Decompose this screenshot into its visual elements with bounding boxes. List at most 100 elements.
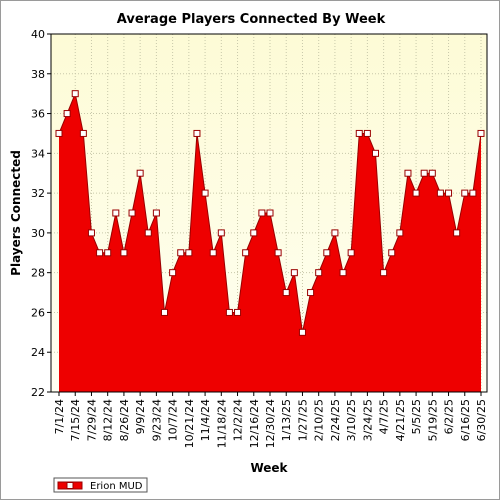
data-point (63, 110, 71, 118)
x-tick-label: 5/5/25 (410, 399, 423, 434)
x-tick-label: 12/2/24 (232, 399, 245, 441)
series-area-erion-mud (59, 93, 481, 393)
data-point (112, 209, 120, 217)
data-point (388, 249, 396, 257)
data-point (258, 209, 266, 217)
x-tick-label: 2/10/25 (313, 399, 326, 441)
data-point (87, 229, 95, 237)
y-tick-label: 34 (31, 147, 45, 160)
legend: Erion MUD (53, 477, 148, 493)
data-point (144, 229, 152, 237)
x-tick-label: 9/23/24 (150, 399, 163, 441)
data-point (339, 269, 347, 277)
data-point (363, 129, 371, 137)
chart-title: Average Players Connected By Week (117, 12, 386, 27)
x-tick-label: 8/26/24 (118, 399, 131, 441)
data-point (282, 289, 290, 297)
x-tick-label: 6/30/25 (475, 399, 488, 441)
data-point (420, 169, 428, 177)
data-point (307, 289, 315, 297)
x-tick-label: 7/15/24 (69, 399, 82, 441)
data-point (79, 129, 87, 137)
data-point (209, 249, 217, 257)
data-point (469, 189, 477, 197)
data-point (290, 269, 298, 277)
series-markers (55, 90, 485, 336)
x-tick-label: 3/10/25 (345, 399, 358, 441)
data-point (169, 269, 177, 277)
data-point (428, 169, 436, 177)
data-point (201, 189, 209, 197)
x-tick-label: 4/7/25 (378, 399, 391, 434)
x-tick-label: 12/30/24 (264, 399, 277, 448)
x-tick-label: 3/24/25 (361, 399, 374, 441)
data-point (96, 249, 104, 257)
y-axis-title: Players Connected (9, 150, 23, 276)
y-tick-label: 26 (31, 306, 45, 319)
data-point (355, 129, 363, 137)
y-axis-ticks: 22 24 26 28 30 32 34 36 38 40 (31, 28, 51, 399)
x-tick-label: 7/1/24 (53, 399, 66, 434)
data-point (120, 249, 128, 257)
y-tick-label: 32 (31, 187, 45, 200)
x-tick-label: 7/29/24 (85, 399, 98, 441)
x-axis-title: Week (250, 461, 288, 475)
legend-marker (66, 482, 74, 489)
plot-border (50, 33, 488, 393)
data-point (242, 249, 250, 257)
x-tick-label: 11/18/24 (215, 399, 228, 448)
data-point (396, 229, 404, 237)
y-tick-label: 24 (31, 346, 45, 359)
x-tick-label: 5/19/25 (426, 399, 439, 441)
x-tick-label: 6/16/25 (459, 399, 472, 441)
x-tick-label: 4/21/25 (394, 399, 407, 441)
data-point (404, 169, 412, 177)
data-point (331, 229, 339, 237)
data-point (136, 169, 144, 177)
data-point (380, 269, 388, 277)
data-point (128, 209, 136, 217)
x-tick-label: 10/21/24 (183, 399, 196, 448)
y-tick-label: 38 (31, 68, 45, 81)
data-point (274, 249, 282, 257)
y-tick-label: 22 (31, 386, 45, 399)
y-tick-label: 40 (31, 28, 45, 41)
x-tick-label: 11/4/24 (199, 399, 212, 441)
data-point (461, 189, 469, 197)
x-tick-label: 2/24/25 (329, 399, 342, 441)
data-point (104, 249, 112, 257)
x-tick-label: 10/7/24 (167, 399, 180, 441)
data-point (266, 209, 274, 217)
x-tick-label: 8/12/24 (102, 399, 115, 441)
data-point (298, 328, 306, 336)
data-point (177, 249, 185, 257)
data-point (323, 249, 331, 257)
data-point (453, 229, 461, 237)
data-point (445, 189, 453, 197)
data-point (250, 229, 258, 237)
data-point (55, 129, 63, 137)
data-point (71, 90, 79, 98)
x-tick-label: 12/16/24 (248, 399, 261, 448)
x-tick-label: 1/27/25 (296, 399, 309, 441)
legend-label: Erion MUD (90, 481, 143, 492)
y-tick-label: 30 (31, 227, 45, 240)
x-tick-label: 6/2/25 (443, 399, 456, 434)
y-tick-label: 36 (31, 108, 45, 121)
data-point (225, 308, 233, 316)
data-point (217, 229, 225, 237)
data-point (372, 149, 379, 157)
data-point (477, 129, 485, 137)
data-point (315, 269, 323, 277)
data-point (347, 249, 355, 257)
data-point (412, 189, 420, 197)
x-axis-ticks: 7/1/24 7/15/24 7/29/24 8/12/24 8/26/24 9/9/24… (53, 392, 488, 448)
data-point (185, 249, 193, 257)
data-point (193, 129, 201, 137)
y-tick-label: 28 (31, 267, 45, 280)
data-point (161, 308, 168, 316)
x-tick-label: 9/9/24 (134, 399, 147, 434)
data-point (152, 209, 160, 217)
